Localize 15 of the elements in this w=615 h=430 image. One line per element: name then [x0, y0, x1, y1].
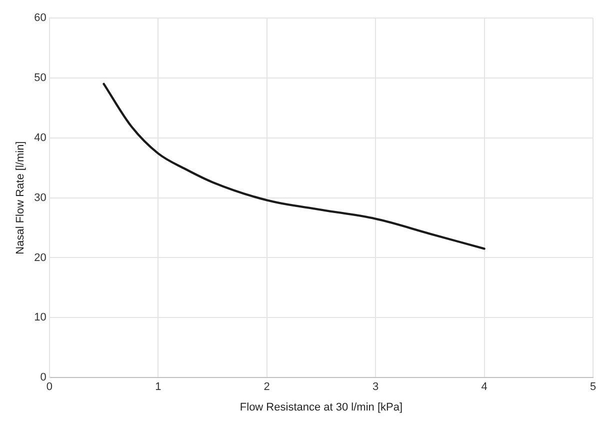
- y-tick-label: 50: [34, 72, 46, 84]
- y-tick-label: 60: [34, 12, 46, 24]
- x-tick-label: 5: [590, 381, 596, 394]
- y-axis-title: Nasal Flow Rate [l/min]: [14, 141, 27, 254]
- x-tick-label: 4: [481, 381, 488, 394]
- line-series: [102, 82, 486, 250]
- x-axis-title: Flow Resistance at 30 l/min [kPa]: [240, 401, 403, 414]
- y-tick-label: 40: [34, 132, 46, 144]
- x-tick-label: 2: [264, 381, 270, 394]
- y-tick-label: 20: [34, 252, 46, 264]
- x-tick-label: 3: [372, 381, 379, 394]
- y-tick-label: 0: [40, 372, 46, 384]
- y-tick-label: 10: [34, 312, 46, 324]
- x-tick-label: 1: [155, 381, 162, 394]
- y-tick-label: 30: [34, 192, 46, 204]
